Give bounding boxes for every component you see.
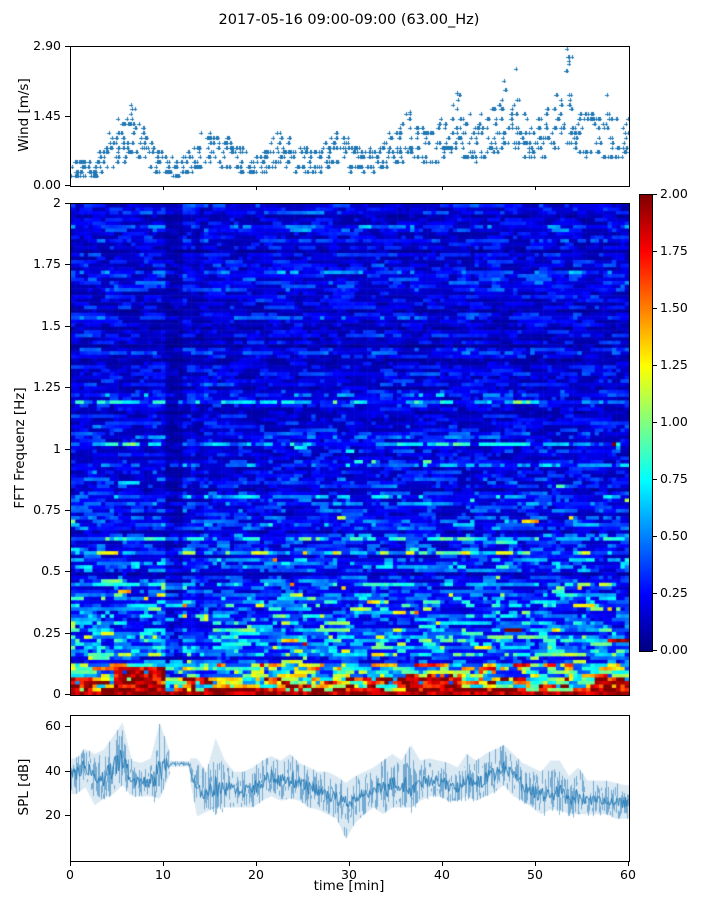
spectrogram-ytick-label: 0.75 — [33, 501, 61, 517]
spl-xtick-label: 40 — [434, 867, 450, 882]
axis-tick — [653, 365, 657, 366]
axis-tick — [163, 861, 164, 866]
wind-scatter-plot — [70, 46, 630, 187]
axis-tick — [256, 861, 257, 866]
axis-tick — [653, 251, 657, 252]
axis-tick — [65, 185, 70, 186]
colorbar-tick-label: 1.25 — [660, 357, 688, 372]
spectrogram-ytick-label: 1.25 — [33, 379, 61, 395]
spectrogram-ytick-label: 0 — [53, 686, 61, 701]
axis-tick — [653, 593, 657, 594]
spl-xtick-label: 30 — [341, 867, 357, 882]
axis-tick — [65, 771, 70, 772]
colorbar — [639, 194, 653, 652]
axis-tick — [535, 186, 536, 190]
time-x-axis-label: time [min] — [313, 878, 385, 894]
axis-tick — [65, 116, 70, 117]
axis-tick — [70, 861, 71, 866]
colorbar-tick-label: 1.50 — [660, 300, 688, 315]
colorbar-tick-label: 0.50 — [660, 528, 688, 543]
axis-tick — [65, 694, 70, 695]
wind-ytick-label: 2.90 — [33, 38, 61, 53]
spl-xtick-label: 0 — [66, 867, 74, 882]
wind-ytick-label: 0.00 — [33, 177, 61, 192]
axis-tick — [535, 861, 536, 866]
figure-title: 2017-05-16 09:00-09:00 (63.00_Hz) — [218, 12, 480, 28]
wind-scatter-canvas — [71, 47, 629, 186]
axis-tick — [653, 650, 657, 651]
colorbar-tick-label: 0.25 — [660, 585, 688, 600]
axis-tick — [442, 861, 443, 866]
fft-spectrogram-canvas — [71, 204, 629, 695]
spl-ytick-label: 40 — [45, 762, 61, 778]
spectrogram-ytick-label: 1.75 — [33, 256, 61, 272]
spl-ytick-label: 60 — [45, 718, 61, 734]
axis-tick — [65, 264, 70, 265]
axis-tick — [65, 510, 70, 511]
axis-tick — [163, 186, 164, 190]
wind-y-axis-label: Wind [m/s] — [16, 78, 32, 152]
spl-line-plot — [70, 715, 630, 862]
axis-tick — [65, 726, 70, 727]
colorbar-tick-label: 0.00 — [660, 642, 688, 657]
spl-xtick-label: 50 — [527, 867, 543, 882]
axis-tick — [653, 479, 657, 480]
axis-tick — [65, 633, 70, 634]
axis-tick — [256, 186, 257, 190]
colorbar-tick-label: 2.00 — [660, 186, 688, 201]
colorbar-tick-label: 1.00 — [660, 414, 688, 429]
spectrogram-ytick-label: 1.5 — [41, 317, 61, 333]
axis-tick — [628, 861, 629, 866]
axis-tick — [349, 861, 350, 866]
spectrogram-ytick-label: 0.5 — [41, 563, 61, 579]
axis-tick — [65, 46, 70, 47]
colorbar-tick-label: 0.75 — [660, 471, 688, 486]
axis-tick — [653, 536, 657, 537]
colorbar-tick-label: 1.75 — [660, 243, 688, 258]
spl-line-canvas — [71, 716, 629, 861]
axis-tick — [653, 422, 657, 423]
spectrogram-ytick-label: 1 — [53, 440, 61, 456]
axis-tick — [653, 194, 657, 195]
axis-tick — [65, 387, 70, 388]
axis-tick — [65, 571, 70, 572]
axis-tick — [442, 186, 443, 190]
axis-tick — [349, 186, 350, 190]
spectrogram-y-axis-label: FFT Frequenz [Hz] — [12, 387, 28, 509]
spl-xtick-label: 60 — [620, 867, 636, 882]
spl-ytick-label: 20 — [45, 807, 61, 823]
axis-tick — [653, 308, 657, 309]
axis-tick — [65, 815, 70, 816]
axis-tick — [65, 203, 70, 204]
spl-xtick-label: 20 — [248, 867, 264, 882]
spl-y-axis-label: SPL [dB] — [16, 758, 32, 816]
fft-spectrogram-plot — [70, 203, 630, 696]
axis-tick — [65, 449, 70, 450]
spl-xtick-label: 10 — [155, 867, 171, 882]
axis-tick — [65, 326, 70, 327]
spectrogram-ytick-label: 2 — [53, 195, 61, 210]
wind-ytick-label: 1.45 — [33, 107, 61, 123]
spectrogram-ytick-label: 0.25 — [33, 624, 61, 640]
